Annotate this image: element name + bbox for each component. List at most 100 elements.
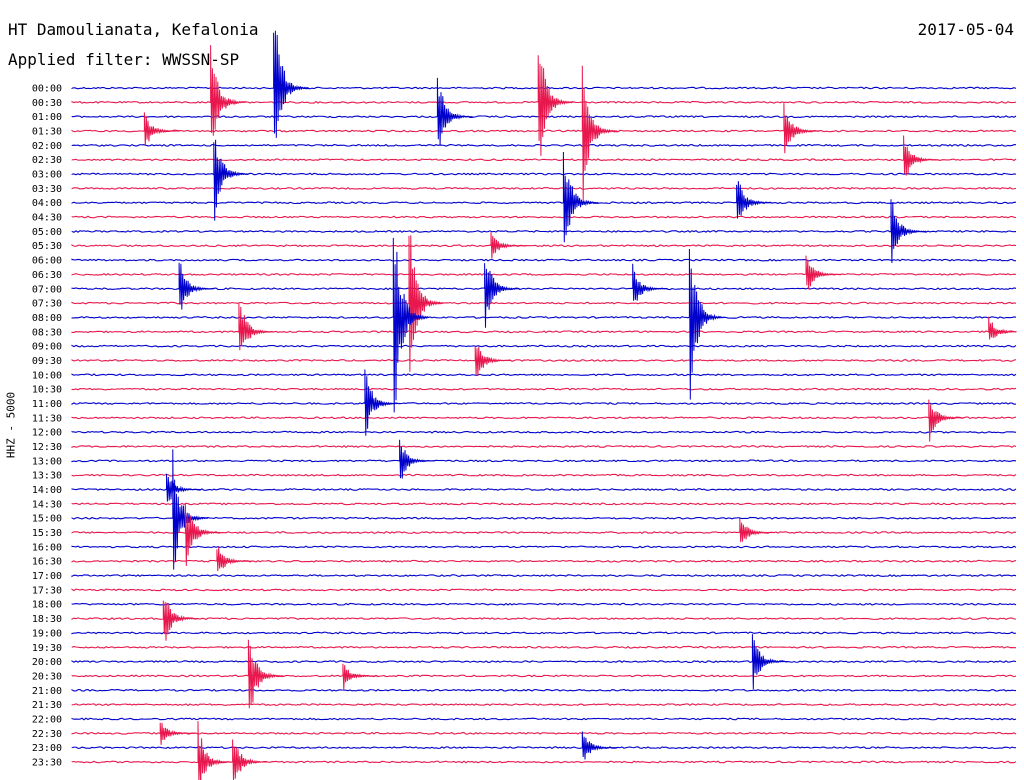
tick-label: 19:30 (32, 643, 62, 654)
trace-line (71, 359, 1017, 362)
trace-line (71, 287, 1017, 291)
event-burst (399, 439, 435, 479)
tick-label: 07:00 (32, 284, 62, 295)
event-burst (166, 473, 202, 502)
tick-label: 16:00 (32, 542, 62, 553)
tick-label: 23:00 (32, 743, 62, 754)
event-burst (159, 722, 196, 745)
event-burst (581, 65, 618, 201)
tick-label: 11:30 (32, 413, 62, 424)
event-burst (238, 303, 275, 351)
trace-line (71, 473, 1017, 477)
station-title: HT Damoulianata, Kefalonia (8, 20, 259, 39)
trace-line (71, 430, 1017, 434)
tick-label: 23:30 (32, 757, 62, 768)
filter-subtitle: Applied filter: WWSSN-SP (8, 50, 240, 69)
trace-line (71, 703, 1017, 707)
event-burst (490, 232, 527, 259)
event-burst (537, 55, 574, 156)
tick-label: 04:00 (32, 198, 62, 209)
trace-line (71, 674, 1017, 678)
trace-line (71, 445, 1017, 448)
trace-line (71, 731, 1017, 735)
tick-label: 19:00 (32, 628, 62, 639)
event-burst (805, 255, 842, 290)
trace-line (71, 545, 1017, 549)
tick-label: 14:30 (32, 499, 62, 510)
tick-label: 07:30 (32, 299, 62, 310)
trace-line (71, 215, 1017, 219)
tick-label: 05:30 (32, 241, 62, 252)
trace-line (71, 402, 1017, 405)
trace-line (71, 316, 1017, 319)
trace-line (71, 516, 1017, 520)
tick-label: 20:00 (32, 657, 62, 668)
trace-line (71, 488, 1017, 492)
trace-line (71, 588, 1017, 592)
event-burst (928, 399, 965, 442)
trace-line (71, 273, 1017, 276)
event-burst (484, 263, 520, 328)
event-burst (210, 45, 246, 136)
trace-line (71, 617, 1017, 621)
tick-label: 16:30 (32, 557, 62, 568)
event-burst (688, 248, 725, 400)
event-burst (739, 518, 775, 543)
event-burst (232, 739, 268, 780)
event-burst (342, 663, 379, 690)
tick-label: 04:30 (32, 213, 62, 224)
event-burst (988, 316, 1017, 340)
event-burst (184, 504, 221, 567)
tick-label: 18:00 (32, 600, 62, 611)
tick-label: 13:30 (32, 471, 62, 482)
tick-label: 21:30 (32, 700, 62, 711)
event-burst (216, 547, 253, 572)
event-burst (408, 235, 445, 372)
tick-label: 17:00 (32, 571, 62, 582)
tick-label: 15:00 (32, 514, 62, 525)
tick-label: 08:30 (32, 327, 62, 338)
event-burst (436, 77, 473, 146)
trace-line (71, 559, 1017, 563)
tick-label: 20:30 (32, 671, 62, 682)
event-burst (562, 151, 599, 243)
tick-label: 00:30 (32, 98, 62, 109)
trace-line (71, 660, 1017, 664)
trace-line (71, 459, 1017, 463)
event-burst (178, 262, 215, 310)
event-burst (903, 135, 939, 176)
tick-label: 21:00 (32, 686, 62, 697)
event-burst (632, 263, 668, 301)
trace-line (71, 344, 1017, 348)
tick-label: 22:30 (32, 729, 62, 740)
trace-line (71, 746, 1017, 750)
tick-label: 08:00 (32, 313, 62, 324)
tick-label: 10:00 (32, 370, 62, 381)
record-date: 2017-05-04 (917, 20, 1014, 39)
event-burst (247, 639, 284, 709)
trace-line (71, 143, 1017, 147)
tick-label: 05:00 (32, 227, 62, 238)
trace-line (71, 186, 1017, 190)
event-burst (162, 600, 199, 641)
event-burst (581, 731, 618, 760)
tick-label: 10:30 (32, 385, 62, 396)
event-burst (474, 346, 511, 377)
trace-line (71, 201, 1017, 205)
tick-labels-group: 00:00 00:30 01:00 01:30 02:00 02:30 03:00 03:30… (32, 84, 62, 769)
tick-label: 09:00 (32, 342, 62, 353)
event-burst (364, 369, 401, 436)
trace-line (71, 258, 1017, 262)
event-burst (197, 721, 234, 780)
trace-line (71, 717, 1017, 721)
tick-label: 02:00 (32, 141, 62, 152)
event-burst (783, 103, 820, 154)
trace-line (71, 229, 1017, 233)
event-burst (751, 634, 788, 690)
traces-group (71, 86, 1017, 764)
trace-line (71, 158, 1017, 162)
event-burst (392, 237, 429, 413)
trace-line (71, 387, 1017, 391)
trace-line (71, 645, 1017, 649)
tick-label: 15:30 (32, 528, 62, 539)
